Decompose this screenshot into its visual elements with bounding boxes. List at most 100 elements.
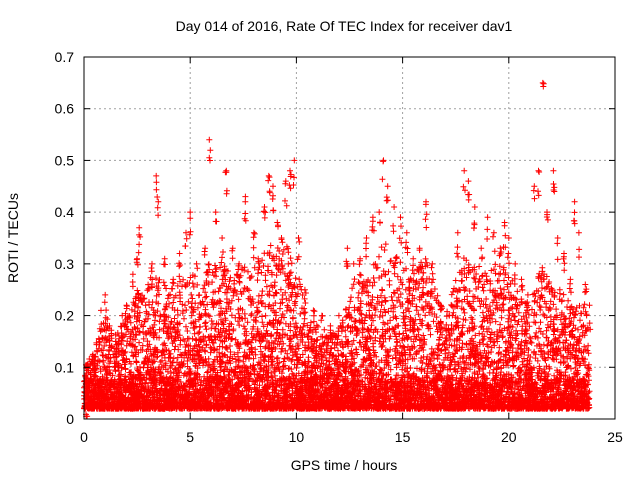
- data-point: [476, 263, 483, 270]
- data-point: [376, 253, 382, 260]
- data-point: [346, 304, 353, 311]
- data-point: [339, 317, 346, 324]
- data-point: [288, 260, 295, 267]
- data-point: [505, 274, 512, 281]
- data-point: [307, 319, 314, 326]
- data-point: [537, 319, 544, 326]
- data-point: [352, 318, 359, 324]
- data-point: [339, 352, 346, 359]
- data-point: [203, 326, 210, 333]
- data-point: [203, 293, 210, 300]
- data-point: [422, 255, 429, 262]
- data-point: [547, 298, 554, 305]
- data-point: [479, 309, 486, 316]
- data-point: [299, 292, 306, 298]
- data-point: [493, 302, 500, 309]
- data-point: [259, 319, 266, 326]
- data-point: [217, 264, 224, 271]
- data-point: [540, 311, 547, 318]
- data-point: [277, 286, 284, 293]
- data-point: [277, 305, 283, 312]
- data-point: [545, 280, 552, 287]
- data-point: [547, 313, 554, 320]
- data-point: [537, 304, 544, 311]
- data-point: [227, 343, 233, 349]
- data-point: [259, 288, 266, 295]
- data-point: [382, 271, 389, 278]
- data-point: [134, 287, 141, 294]
- data-point: [356, 280, 363, 287]
- data-point: [387, 366, 394, 373]
- data-point: [382, 241, 389, 248]
- data-point: [497, 365, 504, 372]
- data-point: [128, 306, 135, 313]
- data-point: [213, 265, 220, 272]
- data-point: [351, 307, 358, 314]
- data-point: [263, 327, 270, 334]
- data-point: [575, 326, 581, 333]
- data-point: [282, 347, 289, 354]
- data-point: [577, 317, 583, 324]
- data-point: [567, 341, 574, 348]
- data-point: [292, 275, 299, 282]
- data-point: [483, 273, 490, 280]
- data-point: [531, 319, 538, 326]
- data-point: [181, 315, 187, 322]
- data-point: [415, 311, 422, 318]
- data-point: [165, 292, 172, 299]
- data-point: [183, 323, 189, 330]
- data-point: [185, 298, 192, 305]
- data-point: [376, 314, 383, 320]
- data-point: [379, 312, 386, 319]
- data-point: [188, 291, 195, 298]
- data-point: [321, 326, 328, 333]
- data-point: [521, 318, 528, 325]
- data-point: [370, 275, 377, 281]
- data-point: [279, 311, 286, 317]
- data-point: [242, 325, 248, 332]
- data-point: [497, 285, 504, 292]
- data-point: [236, 279, 243, 286]
- data-point: [296, 276, 303, 283]
- data-point: [235, 296, 242, 303]
- data-point: [235, 318, 241, 325]
- data-point: [278, 348, 285, 355]
- data-point: [335, 347, 341, 354]
- data-point: [414, 325, 421, 332]
- data-point: [514, 288, 521, 295]
- data-point: [215, 288, 222, 295]
- data-point: [192, 300, 199, 307]
- data-point: [565, 297, 572, 304]
- data-point: [267, 242, 274, 249]
- data-point: [259, 257, 266, 264]
- data-point: [458, 278, 465, 285]
- data-point: [461, 309, 468, 316]
- data-point: [204, 369, 211, 376]
- data-point: [379, 287, 386, 294]
- data-point: [182, 350, 189, 357]
- data-point: [258, 300, 265, 307]
- data-point: [483, 296, 490, 302]
- data-point: [156, 326, 163, 333]
- data-point: [420, 332, 427, 339]
- data-point: [182, 302, 188, 309]
- data-point: [347, 298, 354, 305]
- chart-title: Day 014 of 2016, Rate Of TEC Index for r…: [176, 18, 513, 34]
- data-point: [276, 248, 283, 254]
- data-point: [452, 277, 459, 284]
- data-point: [280, 246, 287, 253]
- data-point: [515, 309, 522, 316]
- data-point: [287, 342, 294, 349]
- data-point: [279, 251, 286, 257]
- data-point: [477, 303, 484, 310]
- data-point: [127, 319, 134, 326]
- data-point: [497, 321, 504, 328]
- data-point: [448, 302, 455, 309]
- data-point: [543, 284, 550, 291]
- data-point: [240, 323, 247, 330]
- data-point: [122, 365, 129, 372]
- data-point: [391, 270, 398, 277]
- data-point: [480, 287, 487, 294]
- data-point: [381, 306, 388, 313]
